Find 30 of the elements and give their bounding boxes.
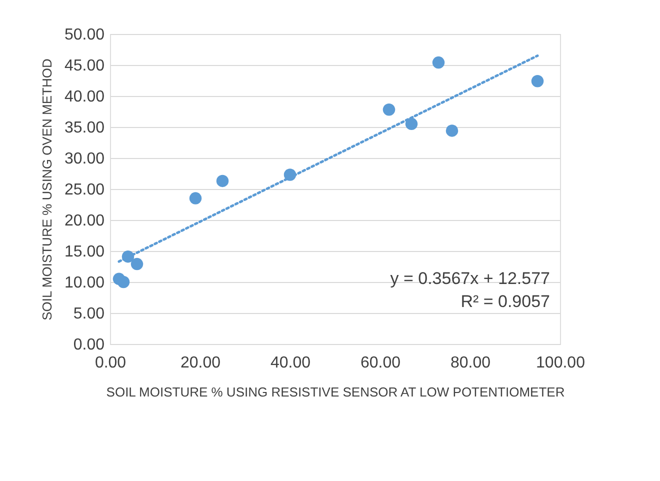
annotation: R² = 0.9057 (460, 292, 550, 311)
point (216, 174, 229, 188)
x-axis-title: SOIL MOISTURE % USING RESISTIVE SENSOR AT LOW POTENTIOMETER (106, 384, 565, 400)
y-tick-label: 50.00 (64, 26, 105, 44)
point (130, 258, 144, 270)
point (531, 75, 544, 88)
y-axis-title: SOIL MOISTURE % USING OVEN METHOD (39, 58, 54, 320)
x-tick-label: 80.00 (450, 354, 491, 372)
point (382, 104, 396, 116)
point (446, 124, 458, 137)
y-tick-label: 15.00 (64, 244, 105, 260)
y-tick-label: 10.00 (64, 274, 105, 292)
y-tick-label: 45.00 (64, 58, 105, 74)
y-tick-label: 0.00 (73, 336, 105, 354)
x-tick-label: 60.00 (360, 354, 401, 372)
point (432, 56, 445, 69)
y-tick-label: 20.00 (64, 212, 105, 230)
y-tick-label: 40.00 (64, 88, 105, 106)
x-tick-label: 0.00 (94, 354, 126, 372)
y-tick-label: 25.00 (64, 182, 105, 198)
point (117, 276, 130, 288)
y-tick-label: 5.00 (73, 306, 105, 322)
x-tick-label: 20.00 (180, 354, 221, 372)
point (405, 118, 418, 130)
x-tick-label: 100.00 (536, 354, 586, 372)
y-tick-label: 35.00 (64, 120, 105, 136)
point (189, 192, 202, 204)
x-tick-label: 40.00 (270, 354, 311, 372)
annotation: y = 0.3567x + 12.577 (390, 269, 550, 288)
y-tick-label: 30.00 (64, 150, 105, 168)
